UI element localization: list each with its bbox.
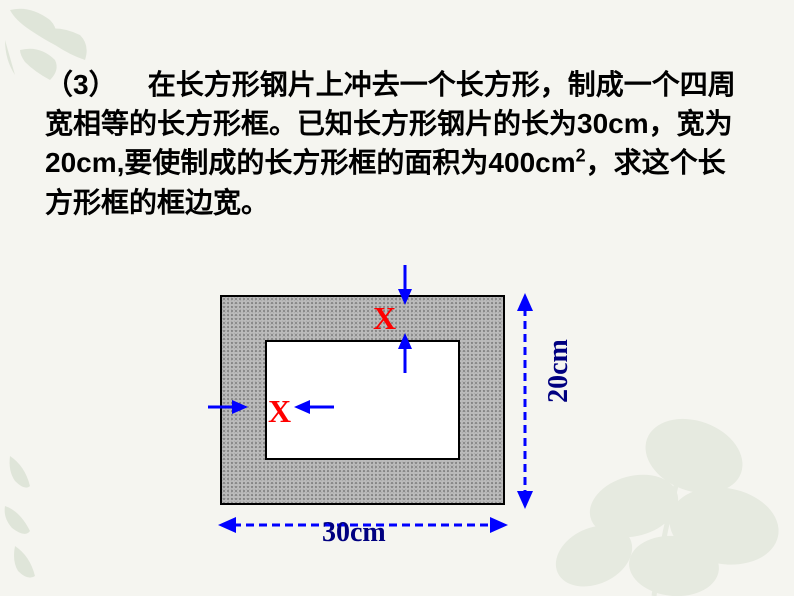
dimension-height-arrow — [510, 293, 540, 509]
arrow-left-left — [294, 397, 334, 417]
arrow-top-down — [395, 265, 415, 305]
x-label-left: X — [268, 393, 291, 430]
problem-number: （3） — [45, 69, 117, 100]
width-value: 20cm, — [45, 147, 124, 178]
problem-text-3: 要使制成的长方形框的面积为 — [124, 147, 488, 178]
arrow-top-up — [395, 333, 415, 373]
dimension-width-label: 30cm — [322, 517, 386, 549]
length-value: 30cm — [577, 108, 649, 139]
problem-text-2: ，宽为 — [649, 108, 733, 139]
arrow-left-right — [208, 397, 248, 417]
frame-diagram: X X 30cm 20cm — [180, 285, 600, 565]
x-label-top: X — [373, 300, 396, 337]
decoration-plant-bottom-left — [0, 446, 60, 596]
problem-text: （3） 在长方形钢片上冲去一个长方形，制成一个四周宽相等的长方形框。已知长方形钢… — [45, 65, 744, 222]
dimension-height-label: 20cm — [543, 339, 575, 403]
area-exponent: 2 — [576, 146, 586, 166]
area-value: 400cm — [488, 147, 575, 178]
